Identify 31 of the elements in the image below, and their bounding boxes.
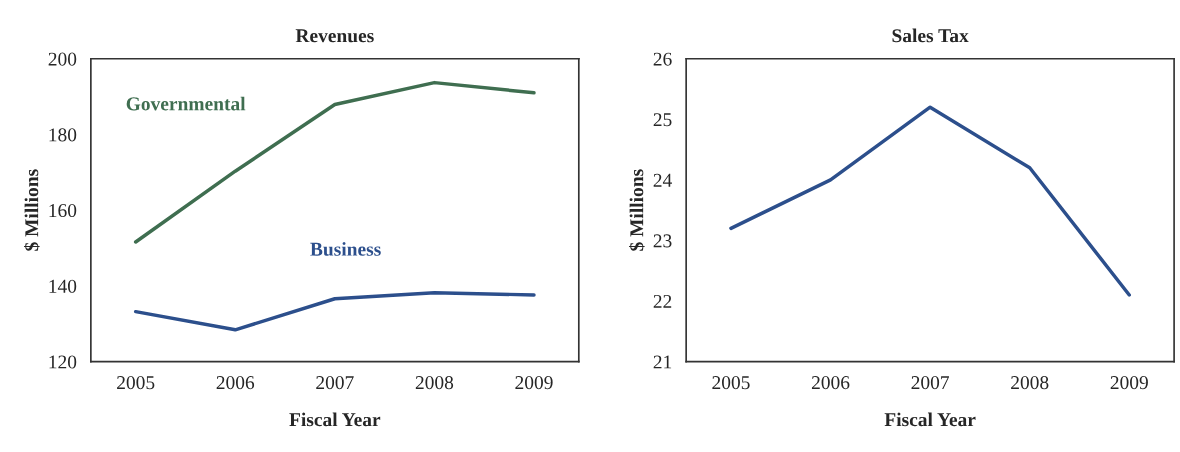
x-tick-label: 2009 [1110,376,1148,390]
x-tick-label: 2007 [911,376,950,390]
y-axis-title: $ Millions [24,169,40,251]
y-axis-title: $ Millions [629,169,645,251]
x-tick-label: 2005 [117,376,155,390]
y-tick-label: 22 [653,294,672,308]
x-tick-label: 2006 [216,376,255,390]
y-tick-label: 26 [653,52,672,66]
y-tick-label: 160 [49,204,77,218]
text: Governmental [126,96,246,111]
y-tick-label: 24 [653,173,672,187]
line-series [729,105,1132,297]
y-tick-label: 180 [49,128,77,142]
x-tick-label: 2008 [415,376,454,390]
y-tick-label: 140 [49,279,77,293]
x-tick-label: 2005 [712,376,750,390]
chart-title: Sales Tax [892,28,969,43]
x-tick-label: 2008 [1011,376,1049,390]
y-tick-label: 25 [653,113,672,127]
x-axis-title: Fiscal Year [884,412,976,427]
chart-title: Revenues [295,29,374,43]
text: Business [310,242,381,256]
y-tick-label: 200 [48,52,77,66]
y-tick-label: 21 [653,355,672,369]
x-tick-label: 2007 [316,376,354,390]
x-tick-label: 2006 [811,376,850,390]
x-axis-title: Fiscal Year [289,412,381,427]
x-tick-label: 2009 [515,376,553,390]
line-series [133,290,536,332]
y-tick-label: 23 [653,234,672,248]
y-tick-label: 120 [49,355,77,369]
